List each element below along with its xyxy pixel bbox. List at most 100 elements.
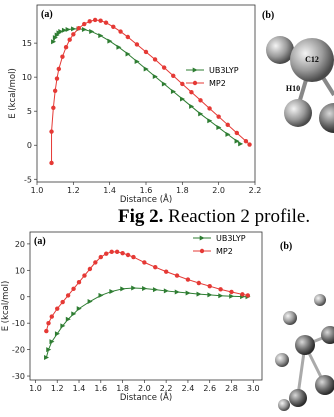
y-tick-label: 0 bbox=[20, 293, 25, 302]
data-point bbox=[53, 89, 57, 93]
x-tick-label: 1.8 bbox=[176, 186, 189, 195]
x-tick-label: 2.8 bbox=[225, 384, 238, 393]
data-point bbox=[109, 289, 114, 294]
data-point bbox=[197, 292, 202, 297]
data-point bbox=[186, 291, 191, 296]
data-point bbox=[49, 129, 53, 133]
data-point bbox=[98, 18, 102, 22]
y-tick-label: -5 bbox=[24, 175, 32, 184]
y-tick-label: 0 bbox=[27, 141, 32, 150]
data-point bbox=[153, 287, 158, 292]
data-point bbox=[51, 106, 55, 110]
data-point bbox=[153, 57, 157, 61]
y-axis-label: E (kcal/mol) bbox=[1, 281, 11, 332]
plot-frame bbox=[37, 5, 255, 182]
data-point bbox=[207, 292, 212, 297]
legend-label: UB3LYP bbox=[216, 234, 246, 243]
legend-item: MP2 bbox=[186, 79, 226, 88]
data-point bbox=[99, 255, 103, 259]
y-tick-label: -20 bbox=[12, 346, 25, 355]
data-point bbox=[89, 29, 94, 34]
panel-label: (b) bbox=[280, 241, 292, 252]
data-point bbox=[246, 293, 250, 297]
y-axis-label: E (kcal/mol) bbox=[8, 68, 18, 119]
data-point bbox=[60, 300, 64, 304]
data-point bbox=[247, 142, 251, 146]
y-tick-label: 20 bbox=[15, 240, 25, 249]
data-point bbox=[142, 260, 146, 264]
y-tick-label: -30 bbox=[12, 372, 25, 381]
data-point bbox=[98, 293, 103, 298]
data-point bbox=[51, 39, 56, 44]
data-point bbox=[66, 293, 70, 297]
data-point bbox=[44, 329, 48, 333]
data-point bbox=[229, 294, 234, 299]
data-point bbox=[153, 265, 157, 269]
x-tick-label: 2.6 bbox=[203, 384, 216, 393]
data-point bbox=[208, 284, 212, 288]
legend-marker bbox=[193, 68, 198, 73]
data-point bbox=[77, 26, 81, 30]
data-point bbox=[104, 21, 108, 25]
x-tick-label: 1.4 bbox=[73, 384, 86, 393]
x-tick-label: 1.2 bbox=[51, 384, 64, 393]
molecule-top: C12 H10 (b) bbox=[262, 10, 334, 133]
data-point bbox=[120, 251, 124, 255]
data-point bbox=[57, 67, 61, 71]
data-point bbox=[55, 76, 59, 80]
data-point bbox=[111, 25, 115, 29]
data-point bbox=[120, 286, 125, 291]
legend-marker bbox=[193, 81, 197, 85]
legend-label: MP2 bbox=[216, 247, 233, 256]
data-point bbox=[82, 273, 86, 277]
data-point bbox=[71, 26, 76, 31]
data-point bbox=[164, 269, 168, 273]
data-point bbox=[66, 27, 71, 32]
legend-item: UB3LYP bbox=[193, 234, 246, 243]
x-tick-label: 2.2 bbox=[160, 384, 173, 393]
data-point bbox=[235, 131, 239, 135]
y-tick-label: -10 bbox=[12, 319, 25, 328]
molecule-bottom: (b) bbox=[275, 241, 334, 411]
data-point bbox=[175, 273, 179, 277]
data-point bbox=[216, 114, 220, 118]
data-point bbox=[244, 139, 248, 143]
x-tick-label: 2.2 bbox=[249, 186, 262, 195]
data-point bbox=[164, 288, 169, 293]
x-tick-label: 1.8 bbox=[116, 384, 129, 393]
panel-label: (b) bbox=[262, 10, 274, 21]
x-tick-label: 3.0 bbox=[247, 384, 260, 393]
data-point bbox=[93, 260, 97, 264]
x-axis-label: Distance (Å) bbox=[120, 193, 172, 205]
figure-caption: Fig 2. Reaction 2 profile. bbox=[118, 206, 310, 227]
data-point bbox=[104, 251, 108, 255]
data-point bbox=[118, 29, 122, 33]
atom-label: C12 bbox=[305, 55, 319, 64]
data-point bbox=[126, 253, 130, 257]
data-point bbox=[189, 90, 193, 94]
x-tick-label: 1.6 bbox=[140, 186, 153, 195]
data-point bbox=[131, 286, 136, 291]
data-point bbox=[198, 98, 202, 102]
x-tick-label: 1.6 bbox=[94, 384, 107, 393]
data-point bbox=[109, 250, 113, 254]
x-tick-label: 2.4 bbox=[182, 384, 195, 393]
data-point bbox=[60, 55, 64, 59]
caption-label: Fig 2. bbox=[118, 206, 163, 227]
data-point bbox=[135, 42, 139, 46]
data-point bbox=[55, 306, 59, 310]
data-point bbox=[218, 287, 222, 291]
data-point bbox=[115, 250, 119, 254]
panel-label: (a) bbox=[34, 236, 46, 247]
data-point bbox=[50, 314, 54, 318]
x-tick-label: 2.0 bbox=[212, 186, 225, 195]
legend-item: UB3LYP bbox=[186, 66, 239, 75]
series-line bbox=[52, 20, 250, 163]
legend-item: MP2 bbox=[193, 247, 233, 256]
data-point bbox=[71, 287, 75, 291]
x-tick-label: 2.0 bbox=[138, 384, 151, 393]
data-point bbox=[240, 292, 244, 296]
data-point bbox=[162, 65, 166, 69]
data-point bbox=[229, 290, 233, 294]
